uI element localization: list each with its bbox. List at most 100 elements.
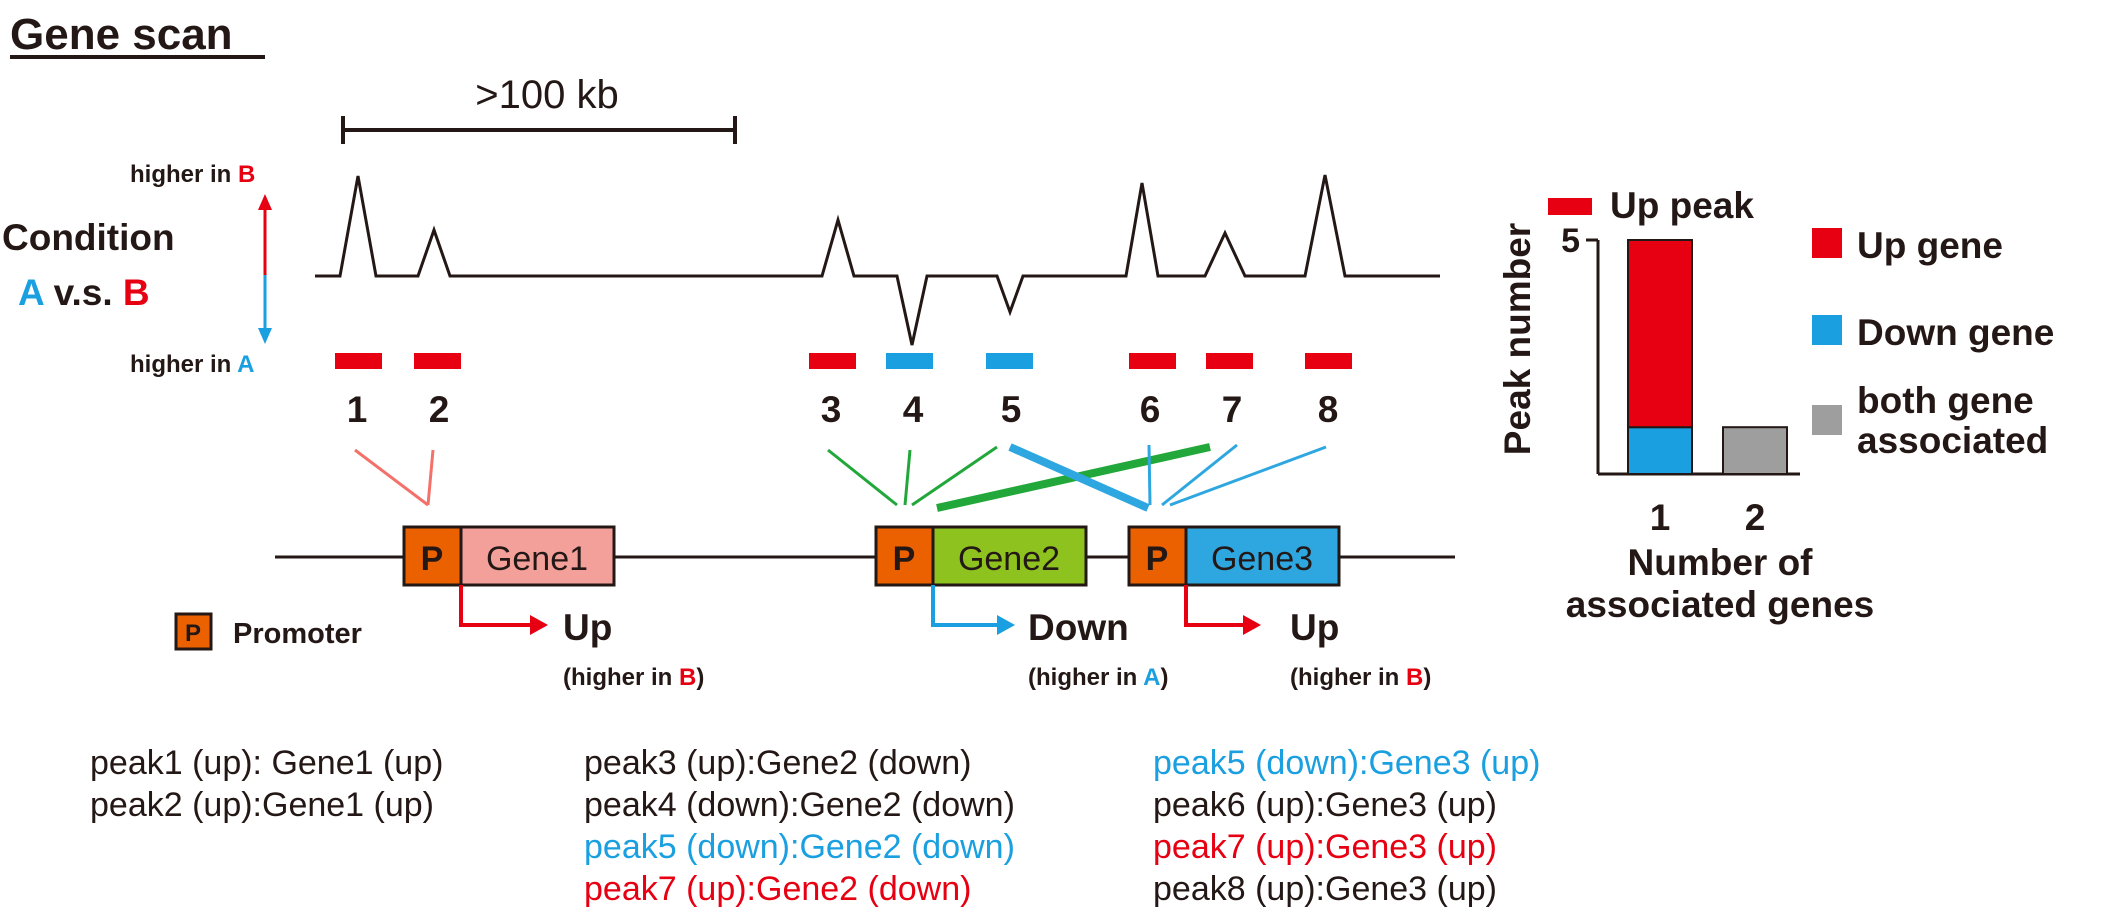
- condition-label: Condition: [2, 217, 175, 258]
- gene-change-note: (higher in B): [1290, 664, 1431, 691]
- promoter-box: [1127, 525, 1188, 587]
- peak-bar-2: [414, 353, 461, 369]
- association-item: peak7 (up):Gene3 (up): [1153, 828, 1497, 866]
- bar-down-gene-cat-1: [1627, 426, 1693, 476]
- peak-number-chart: Up peak Peak number 5 1 2 Number of assoc…: [1497, 185, 2054, 625]
- association-item: peak6 (up):Gene3 (up): [1153, 786, 1497, 824]
- gene-box: [1184, 525, 1341, 587]
- link-peak3-gene2: [827, 448, 898, 507]
- legend-label: Up gene: [1857, 225, 2003, 266]
- x-axis-label: Number of associated genes: [1566, 542, 1874, 625]
- association-lines: [354, 443, 1327, 512]
- gene-2: P Gene2 Down (higher in A): [874, 525, 1168, 691]
- association-item: peak3 (up):Gene2 (down): [584, 744, 971, 782]
- gene-name: Gene1: [486, 540, 588, 578]
- higher-in-a-label: higher in A: [130, 351, 254, 378]
- up-arrow-icon: [258, 194, 272, 210]
- condition-comparison: A v.s. B: [18, 272, 150, 313]
- peak-label: 7: [1222, 389, 1243, 430]
- gene-box: [459, 525, 616, 587]
- association-item: peak5 (down):Gene2 (down): [584, 828, 1015, 866]
- gene-1: P Gene1 Up (higher in B): [402, 525, 704, 691]
- link-peak7-gene3: [1161, 443, 1238, 507]
- arrow-head-icon: [997, 615, 1015, 635]
- gene-name: Gene3: [1211, 540, 1313, 578]
- transcription-arrow: [1184, 585, 1248, 627]
- gene-name: Gene2: [958, 540, 1060, 578]
- link-peak2-gene1: [426, 449, 435, 506]
- figure-title: Gene scan: [10, 10, 233, 59]
- up-peak-legend-swatch: [1548, 198, 1592, 215]
- promoter-symbol: P: [421, 540, 444, 578]
- association-list-3: peak5 (down):Gene3 (up) peak6 (up):Gene3…: [1153, 744, 1540, 908]
- link-peak8-gene3: [1169, 445, 1327, 507]
- arrow-head-icon: [530, 615, 548, 635]
- arrow-head-icon: [1243, 615, 1261, 635]
- x-axis-label-line: Number of: [1628, 542, 1814, 583]
- gene-3: P Gene3 Up (higher in B): [1127, 525, 1431, 691]
- association-list-1: peak1 (up): Gene1 (up) peak2 (up):Gene1 …: [90, 744, 443, 824]
- link-peak5-gene2: [911, 445, 998, 507]
- gene-change-note: (higher in B): [563, 664, 704, 691]
- signal-track: [315, 174, 1440, 346]
- bar-up-gene-cat-1: [1627, 239, 1693, 429]
- gene-change: Up: [1290, 607, 1339, 648]
- legend-label: Down gene: [1857, 312, 2054, 353]
- down-arrow-icon: [258, 328, 272, 344]
- peak-label: 4: [903, 389, 924, 430]
- gene-box: [931, 525, 1088, 587]
- promoter-legend-swatch: [174, 612, 213, 651]
- peak-label: 5: [1001, 389, 1022, 430]
- association-item: peak8 (up):Gene3 (up): [1153, 870, 1497, 908]
- bar-both-gene-associated-cat-2: [1722, 426, 1788, 476]
- y-axis-label: Peak number: [1497, 223, 1538, 455]
- scale-bar: [341, 116, 737, 144]
- association-item: peak4 (down):Gene2 (down): [584, 786, 1015, 824]
- peak-label: 3: [821, 389, 842, 430]
- transcription-arrow: [459, 585, 535, 627]
- association-item: peak7 (up):Gene2 (down): [584, 870, 971, 908]
- promoter-box: [874, 525, 935, 587]
- link-peak4-gene2: [903, 449, 912, 506]
- promoter-symbol: P: [893, 540, 916, 578]
- up-peak-legend-label: Up peak: [1610, 185, 1754, 226]
- association-item: peak1 (up): Gene1 (up): [90, 744, 443, 782]
- gene-change-note: (higher in A): [1028, 664, 1168, 691]
- higher-in-b-label: higher in B: [130, 161, 255, 188]
- legend-swatch-both-gene: [1812, 405, 1842, 435]
- scale-label: >100 kb: [475, 73, 618, 117]
- x-axis-label-line: associated genes: [1566, 584, 1874, 625]
- link-peak6-gene3: [1147, 444, 1152, 506]
- legend-swatch-down-gene: [1812, 315, 1842, 345]
- legend-swatch-up-gene: [1812, 228, 1842, 258]
- peak-bar-3: [809, 353, 856, 369]
- condition-axis: higher in B higher in A Condition A v.s.…: [2, 161, 272, 378]
- peak-bar-5: [986, 353, 1033, 369]
- gene-change: Up: [563, 607, 612, 648]
- promoter-symbol: P: [1146, 540, 1169, 578]
- association-list-2: peak3 (up):Gene2 (down) peak4 (down):Gen…: [584, 744, 1015, 908]
- peak-label: 1: [347, 389, 368, 430]
- peak-numbers: 1 2 3 4 5 6 7 8: [347, 389, 1339, 430]
- promoter-legend-label: Promoter: [233, 618, 362, 650]
- peak-label: 6: [1140, 389, 1161, 430]
- peak-label: 2: [429, 389, 450, 430]
- peak-bar-1: [335, 353, 382, 369]
- association-item: peak5 (down):Gene3 (up): [1153, 744, 1540, 782]
- link-peak1-gene1: [354, 448, 429, 507]
- gene-change: Down: [1028, 607, 1129, 648]
- transcription-arrow: [931, 585, 1002, 627]
- peak-bar-4: [886, 353, 933, 369]
- association-item: peak2 (up):Gene1 (up): [90, 786, 434, 824]
- x-tick-label: 1: [1650, 497, 1671, 538]
- bars: [1627, 239, 1788, 476]
- y-tick-label: 5: [1561, 222, 1580, 260]
- peak-bar-7: [1206, 353, 1253, 369]
- peak-label: 8: [1318, 389, 1339, 430]
- peak-bar-8: [1305, 353, 1352, 369]
- link-peak5-gene3: [1008, 443, 1150, 512]
- promoter-legend: P Promoter: [174, 612, 362, 651]
- peak-bars: [335, 353, 1352, 369]
- peak-bar-6: [1129, 353, 1176, 369]
